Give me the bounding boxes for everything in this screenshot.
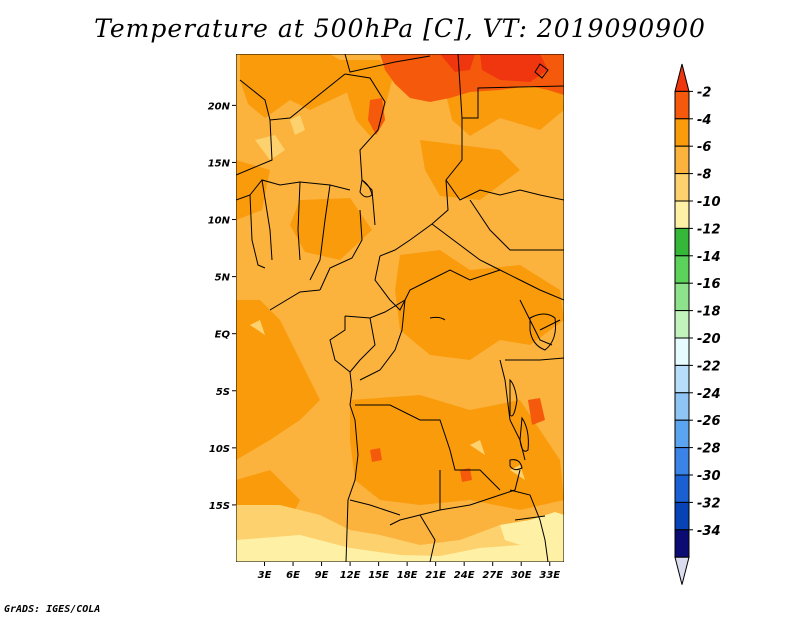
colorbar-box bbox=[674, 392, 690, 421]
lon-tick-label: 3E bbox=[258, 570, 272, 581]
temperature-contour-minus-2 bbox=[440, 54, 548, 82]
colorbar-label: -10 bbox=[697, 195, 721, 210]
map-title: Temperature at 500hPa [C], VT: 201909090… bbox=[94, 14, 706, 43]
credit-label: GrADS: IGES/COLA bbox=[4, 604, 101, 615]
lon-tick-label: 18E bbox=[397, 570, 418, 581]
temperature-contour-minus-10 bbox=[236, 512, 564, 562]
colorbar-box bbox=[674, 255, 690, 284]
colorbar-label: -22 bbox=[697, 359, 721, 374]
latitude-axis: 20N 15N 10N 5N EQ 5S 10S 15S bbox=[208, 101, 236, 512]
colorbar-label: -4 bbox=[697, 113, 711, 128]
colorbar-label: -16 bbox=[697, 277, 721, 292]
colorbar-label: -30 bbox=[697, 469, 721, 484]
lat-tick-label: 5N bbox=[215, 273, 231, 284]
colorbar-box bbox=[674, 501, 690, 531]
lon-tick-label: 21E bbox=[425, 570, 446, 581]
colorbar-label: -18 bbox=[697, 305, 721, 320]
lon-tick-label: 12E bbox=[340, 570, 361, 581]
colorbar-label: -6 bbox=[697, 140, 711, 155]
colorbar-top-triangle bbox=[674, 63, 690, 92]
colorbar: -2 -4 -6 -8 -10 -12 -14 -16 -18 -20 -22 -24 -26 -28 -3… bbox=[674, 63, 721, 585]
colorbar-box bbox=[674, 447, 690, 476]
colorbar-label: -8 bbox=[697, 168, 711, 183]
colorbar-box bbox=[674, 474, 690, 503]
colorbar-label: -32 bbox=[697, 496, 721, 511]
colorbar-box bbox=[674, 529, 690, 558]
lat-tick-label: 20N bbox=[208, 101, 231, 112]
colorbar-label: -12 bbox=[697, 222, 721, 237]
lat-tick-label: 15N bbox=[208, 158, 231, 169]
colorbar-label: -34 bbox=[697, 524, 721, 539]
colorbar-box bbox=[674, 310, 690, 339]
lon-tick-label: 24E bbox=[454, 570, 475, 581]
lon-tick-label: 9E bbox=[315, 570, 329, 581]
lat-tick-label: 10N bbox=[208, 216, 231, 227]
colorbar-label: -2 bbox=[697, 85, 711, 100]
colorbar-box bbox=[674, 118, 690, 147]
lon-tick-label: 6E bbox=[286, 570, 300, 581]
lon-tick-label: 15E bbox=[368, 570, 389, 581]
colorbar-label: -24 bbox=[697, 387, 721, 402]
lat-tick-label: 10S bbox=[209, 444, 230, 455]
lat-tick-label: 5S bbox=[216, 387, 230, 398]
longitude-axis: 3E 6E 9E 12E 15E 18E 21E 24E 27E 30E 33E bbox=[258, 562, 560, 581]
lon-tick-label: 27E bbox=[482, 570, 503, 581]
colorbar-box bbox=[674, 173, 690, 202]
lat-tick-label: EQ bbox=[215, 330, 231, 341]
lon-tick-label: 33E bbox=[539, 570, 560, 581]
colorbar-box bbox=[674, 145, 690, 175]
colorbar-box bbox=[674, 90, 690, 120]
colorbar-label: -26 bbox=[697, 414, 721, 429]
colorbar-box bbox=[674, 337, 690, 366]
colorbar-label: -14 bbox=[697, 250, 721, 265]
map-area bbox=[236, 54, 564, 562]
colorbar-box bbox=[674, 364, 690, 394]
colorbar-box bbox=[674, 227, 690, 257]
colorbar-label: -28 bbox=[697, 442, 721, 457]
colorbar-box bbox=[674, 200, 690, 229]
lakes bbox=[359, 63, 556, 521]
colorbar-box bbox=[674, 419, 690, 449]
lat-tick-label: 15S bbox=[209, 501, 230, 512]
colorbar-label: -20 bbox=[697, 332, 721, 347]
lon-tick-label: 30E bbox=[511, 570, 532, 581]
colorbar-box bbox=[674, 282, 690, 312]
colorbar-bottom-triangle bbox=[674, 556, 690, 585]
country-borders bbox=[236, 54, 564, 562]
